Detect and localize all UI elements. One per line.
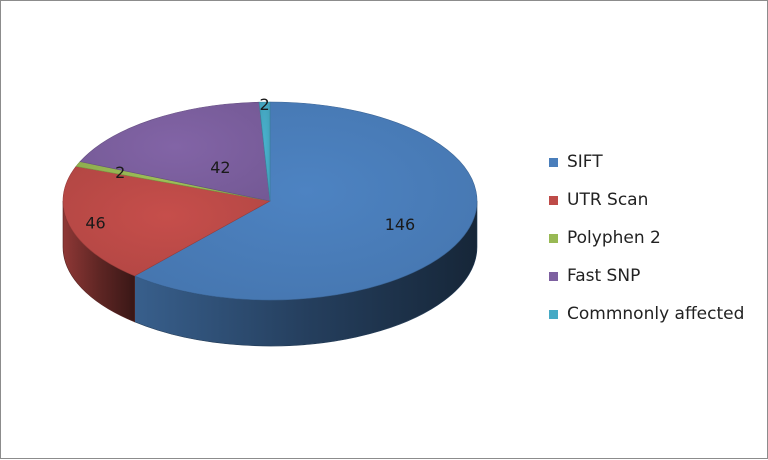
legend-item-polyphen-2: Polyphen 2 — [549, 219, 759, 257]
pie-slice-utr-scan — [62, 166, 271, 277]
pie-slice-fast-snp — [79, 101, 271, 202]
data-label-commnonly-affected: 2 — [260, 95, 270, 114]
legend-label-polyphen-2: Polyphen 2 — [567, 228, 661, 248]
pie-slice-sift — [133, 101, 478, 301]
legend-swatch-utr-scan — [549, 195, 558, 205]
data-labels: 146 46 2 42 2 — [85, 95, 415, 234]
legend-item-sift: SIFT — [549, 143, 759, 181]
legend-item-utr-scan: UTR Scan — [549, 181, 759, 219]
data-label-polyphen-2: 2 — [115, 163, 125, 182]
legend-label-fast-snp: Fast SNP — [567, 266, 641, 286]
legend-swatch-polyphen-2 — [549, 233, 558, 243]
pie-slice-commnonly-affected — [258, 101, 271, 202]
legend-label-sift: SIFT — [567, 152, 603, 172]
legend-swatch-fast-snp — [549, 271, 558, 281]
legend-label-utr-scan: UTR Scan — [567, 190, 649, 210]
data-label-fast-snp: 42 — [210, 158, 230, 177]
legend-swatch-sift — [549, 157, 558, 167]
legend-label-commonly-affected: Commnonly affected — [567, 304, 745, 324]
data-label-utr-scan: 46 — [85, 213, 105, 232]
data-label-sift: 146 — [385, 215, 416, 234]
legend-item-fast-snp: Fast SNP — [549, 257, 759, 295]
legend: SIFT UTR Scan Polyphen 2 Fast SNP Commno… — [549, 143, 759, 333]
legend-swatch-commonly-affected — [549, 309, 558, 319]
legend-item-commonly-affected: Commnonly affected — [549, 295, 759, 333]
pie-top-faces — [62, 101, 478, 301]
